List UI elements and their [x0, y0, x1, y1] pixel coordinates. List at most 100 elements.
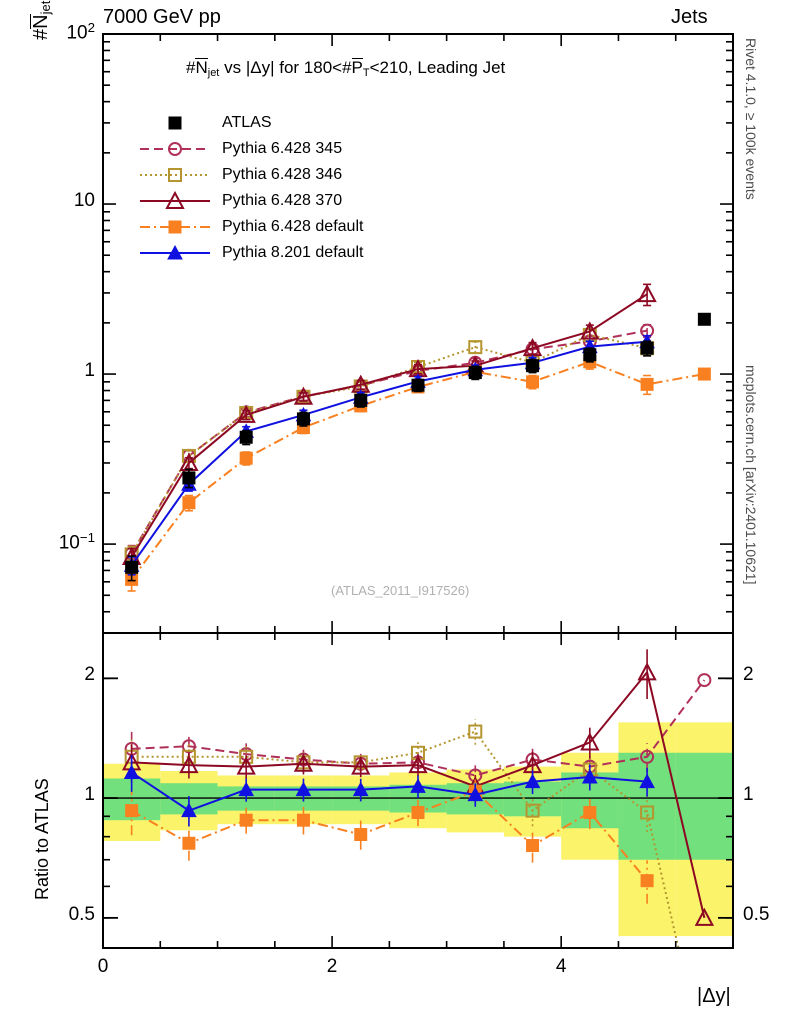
header-left: 7000 GeV pp: [103, 6, 221, 28]
marker-open-triangle: [351, 756, 371, 775]
marker-open-triangle: [580, 321, 600, 340]
legend-item-4[interactable]: Pythia 6.428 default: [138, 214, 363, 240]
legend-label-5: Pythia 8.201 default: [222, 244, 364, 261]
legend-marker: [168, 116, 182, 130]
legend-item-3[interactable]: Pythia 6.428 370: [138, 188, 363, 214]
legend: ATLAS Pythia 6.428 345 Pythia 6.428 346 Pyt…: [138, 110, 363, 266]
series-line: [130, 329, 648, 555]
marker-open-triangle: [580, 732, 600, 751]
marker-filled-square: [296, 813, 310, 827]
marker-open-triangle: [165, 190, 185, 209]
marker-open-square: [168, 168, 182, 182]
marker-filled-square: [526, 375, 540, 389]
marker-open-triangle: [293, 386, 314, 405]
marker-open-triangle: [236, 404, 256, 423]
ratio-panel-frame: [102, 632, 734, 949]
marker-open-triangle: [694, 907, 715, 926]
xaxis-tick-1: 2: [326, 956, 338, 977]
legend-item-5[interactable]: Pythia 8.201 default: [138, 240, 363, 266]
yaxis-ratio-tick-right-2: 0.5: [743, 903, 770, 925]
yaxis-ratio-tick-1: 1: [84, 784, 95, 806]
title-n: N: [195, 58, 208, 77]
legend-marker: [168, 220, 182, 234]
marker-filled-square: [640, 341, 654, 355]
marker-open-circle: [697, 673, 712, 688]
marker-filled-square: [468, 366, 482, 380]
marker-filled-triangle: [467, 786, 484, 802]
marker-open-triangle: [408, 755, 428, 774]
yaxis-ratio-tick-0: 2: [84, 664, 95, 686]
xaxis-tick-2: 4: [555, 956, 567, 977]
marker-filled-triangle: [295, 781, 312, 797]
marker-filled-square: [296, 412, 310, 426]
marker-open-triangle: [637, 284, 657, 303]
marker-filled-triangle: [181, 802, 197, 818]
marker-filled-triangle: [352, 781, 369, 797]
marker-filled-triangle: [123, 764, 140, 779]
legend-label-0: ATLAS: [222, 114, 272, 131]
legend-marker: [167, 244, 183, 260]
marker-open-circle: [181, 739, 196, 754]
legend-label-4: Pythia 6.428 default: [222, 218, 364, 235]
marker-filled-square: [526, 839, 540, 853]
dataset-watermark: (ATLAS_2011_I917526): [331, 583, 470, 598]
marker-open-circle: [640, 749, 655, 764]
ratio-line: [131, 771, 648, 812]
uncertainty-band-inner: [675, 752, 733, 860]
series-pythia-6-428-370: [121, 283, 657, 568]
marker-filled-square: [182, 471, 196, 485]
series-atlas: [125, 312, 711, 582]
series-line: [130, 360, 705, 580]
ratio-series-pythia-8-201-default: [123, 755, 655, 827]
series-pythia-6-428-346: [124, 327, 655, 565]
yaxis-ratio-tick-right-0: 2: [743, 664, 754, 686]
title-hash: #: [186, 58, 196, 77]
series-pythia-6-428-345: [124, 323, 655, 564]
marker-filled-square: [125, 560, 139, 574]
marker-open-triangle: [236, 756, 256, 775]
marker-filled-triangle: [581, 768, 598, 784]
ratio-line: [131, 730, 680, 948]
header-right: Jets: [671, 6, 708, 28]
yaxis-main-tick-1: 10: [73, 190, 95, 212]
series-line: [130, 340, 648, 566]
legend-item-1[interactable]: Pythia 6.428 345: [138, 136, 363, 162]
marker-open-circle: [168, 142, 182, 156]
marker-filled-square: [411, 806, 425, 820]
marker-open-square: [640, 805, 655, 820]
xaxis-tick-0: 0: [97, 956, 109, 977]
marker-open-triangle: [293, 753, 314, 772]
marker-open-square: [468, 340, 483, 355]
legend-label-2: Pythia 6.428 346: [222, 166, 343, 183]
marker-filled-triangle: [524, 773, 541, 789]
ratio-series-pythia-6-428-370: [121, 649, 715, 926]
marker-filled-square: [411, 378, 425, 392]
legend-item-0[interactable]: ATLAS: [138, 110, 363, 136]
marker-filled-square: [640, 874, 654, 888]
marker-filled-square: [168, 116, 182, 130]
marker-filled-triangle: [410, 778, 426, 793]
plot-title: #Njet vs |Δy| for 180<#PT<210, Leading J…: [186, 58, 505, 79]
marker-filled-square: [697, 367, 711, 381]
marker-filled-square: [697, 312, 711, 326]
yaxis-main-tick-2: 1: [84, 360, 95, 382]
title-mid: vs |Δy| for 180<#: [219, 58, 352, 77]
marker-filled-triangle: [167, 244, 183, 260]
marker-filled-square: [526, 359, 540, 373]
marker-filled-square: [239, 813, 253, 827]
legend-key-3: [140, 190, 210, 209]
ratio-line: [131, 790, 648, 882]
legend-key-0: [168, 116, 182, 130]
legend-marker: [168, 142, 182, 156]
marker-filled-square: [239, 451, 253, 465]
yaxis-main-tick-0: 102: [66, 20, 95, 44]
legend-label-1: Pythia 6.428 345: [222, 140, 343, 157]
legend-key-4: [140, 220, 210, 234]
marker-open-square: [468, 724, 483, 739]
marker-filled-square: [182, 836, 196, 850]
legend-key-1: [140, 142, 210, 156]
legend-item-2[interactable]: Pythia 6.428 346: [138, 162, 363, 188]
marker-filled-triangle: [639, 773, 655, 789]
title-t: T: [362, 67, 370, 79]
